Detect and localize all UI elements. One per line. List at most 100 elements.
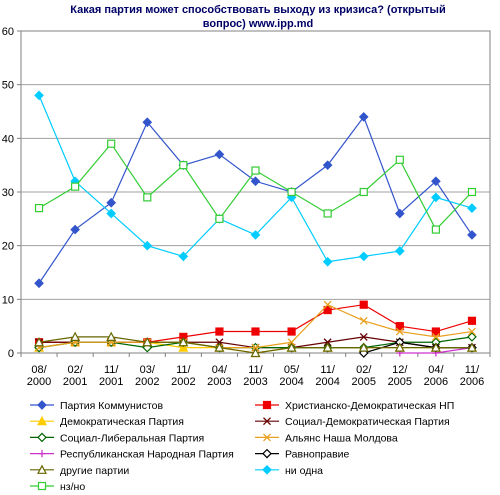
legend-marker <box>262 400 272 410</box>
legend-label: Христианско-Демократическая НП <box>285 400 454 412</box>
legend-item: Альянс Наша Молдова <box>255 432 398 444</box>
x-tick-label: 2003 <box>243 376 267 388</box>
data-point <box>467 187 477 197</box>
x-tick-label: 11/ <box>104 364 119 376</box>
legend-marker <box>263 417 271 426</box>
legend-item: Партия Коммунистов <box>30 400 163 412</box>
data-point <box>215 214 224 223</box>
legend-item: Христианско-Демократическая НП <box>255 400 454 412</box>
x-axis-ticks: 08/200002/200111/200103/200211/200204/20… <box>20 353 491 388</box>
data-point <box>251 327 260 336</box>
x-tick-label: 11/ <box>320 364 335 376</box>
data-point <box>394 342 405 352</box>
data-point <box>358 112 369 122</box>
x-tick-label: 11/ <box>176 364 191 376</box>
data-point <box>466 342 477 352</box>
y-tick-label: 40 <box>2 133 14 145</box>
data-point <box>323 305 332 315</box>
data-point <box>394 208 405 219</box>
legend-label: Социал-Демократическая Партия <box>285 416 450 428</box>
data-point <box>250 176 261 187</box>
y-tick-label: 20 <box>2 241 14 253</box>
y-axis-ticks: 0 10 20 30 40 50 60 <box>2 26 21 360</box>
data-point <box>359 316 368 325</box>
data-point <box>107 139 116 148</box>
legend-label: Социал-Либеральная Партия <box>60 432 204 444</box>
gridlines <box>21 84 490 300</box>
data-point <box>323 300 332 309</box>
data-point <box>359 300 368 309</box>
data-point <box>70 331 81 341</box>
legend-label: Равноправие <box>285 449 350 461</box>
data-point <box>467 316 477 325</box>
legend-item: Социал-Демократическая Партия <box>255 416 450 428</box>
data-point <box>214 149 225 160</box>
legend-label: нз/но <box>60 481 85 493</box>
x-tick-label: 2006 <box>460 376 484 388</box>
x-tick-label: 04/ <box>428 364 444 376</box>
x-tick-label: 08/ <box>31 364 47 376</box>
chart-title-line-1: Какая партия может способствовать выходу… <box>70 4 445 16</box>
data-point <box>431 332 440 341</box>
legend-marker <box>37 400 47 410</box>
x-tick-label: 02/ <box>356 364 372 376</box>
y-tick-label: 0 <box>8 348 14 360</box>
data-point <box>143 193 152 202</box>
data-point <box>215 327 224 336</box>
data-point <box>395 155 404 164</box>
chart-title-line-2: вопрос) www.ipp.md <box>203 18 313 30</box>
data-point <box>214 342 225 352</box>
x-tick-label: 02/ <box>67 364 83 376</box>
y-tick-label: 30 <box>2 187 14 199</box>
data-point <box>250 230 261 240</box>
x-tick-label: 2003 <box>207 376 231 388</box>
data-point <box>34 336 45 347</box>
legend-marker <box>262 448 272 459</box>
data-point <box>250 347 261 358</box>
x-tick-label: 2005 <box>351 376 375 388</box>
data-point <box>34 90 44 101</box>
data-point <box>251 343 260 352</box>
legend-marker <box>37 481 47 491</box>
legend-marker <box>37 415 47 426</box>
data-point <box>467 332 477 342</box>
data-point <box>106 208 117 219</box>
data-point <box>34 204 44 213</box>
data-point <box>359 187 368 197</box>
legend-item: нз/но <box>30 481 85 493</box>
data-point <box>431 176 441 187</box>
legend-label: другие партии <box>60 465 129 477</box>
series-8 <box>34 331 477 358</box>
x-tick-label: 2000 <box>27 376 51 388</box>
x-tick-label: 2004 <box>279 376 303 388</box>
data-point <box>322 342 333 352</box>
legend-item: ни одна <box>255 465 323 477</box>
data-point <box>178 251 189 262</box>
legend-label: Демократическая Партия <box>60 416 184 428</box>
legend-item: Социал-Либеральная Партия <box>30 432 204 444</box>
series-10 <box>34 139 477 234</box>
data-point <box>179 161 188 170</box>
legend-marker <box>38 450 46 458</box>
data-point <box>358 342 369 352</box>
legend-label: ни одна <box>285 465 323 477</box>
data-point <box>178 342 189 352</box>
data-point <box>431 327 440 336</box>
y-tick-label: 60 <box>2 26 14 38</box>
x-tick-label: 2001 <box>63 376 87 388</box>
x-tick-label: 2004 <box>315 376 339 388</box>
data-point <box>142 117 153 128</box>
data-point <box>323 209 332 218</box>
data-point <box>287 187 296 197</box>
x-tick-label: 11/ <box>248 364 263 376</box>
y-tick-label: 10 <box>2 294 14 306</box>
data-point <box>467 230 477 240</box>
data-point <box>359 332 368 341</box>
legend-item: Демократическая Партия <box>30 415 184 428</box>
data-point <box>467 203 477 213</box>
legend-marker <box>37 464 47 474</box>
data-point <box>323 338 332 347</box>
data-point <box>287 338 296 347</box>
data-point <box>287 327 296 336</box>
data-point <box>251 166 260 175</box>
